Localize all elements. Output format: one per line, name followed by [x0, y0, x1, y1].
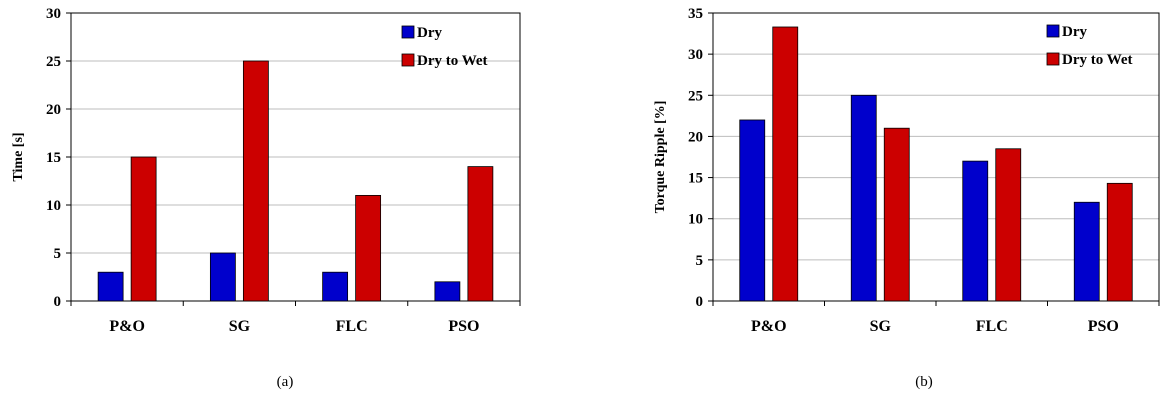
y-tick-label: 10 [46, 198, 61, 214]
y-axis-label: Time [s] [11, 132, 26, 181]
bar-dry-sg [850, 94, 877, 302]
bar-dry-to-wet-pso [1106, 182, 1133, 302]
x-tick-label-p-o: P&O [751, 318, 787, 335]
x-tick-label-sg: SG [229, 318, 251, 335]
x-tick-label-flc: FLC [336, 318, 368, 335]
y-tick-label: 5 [696, 253, 704, 269]
bar-dry-to-wet-p-o [130, 156, 157, 302]
chart-a: 0 5 10 15 20 25 30 P&O SG FLC PSO Dry Dry to Wet Time… [11, 6, 521, 390]
y-tick-label: 25 [46, 54, 61, 70]
chart-b: 0 5 10 15 20 25 30 35 P&O SG FLC PSO Dry Dry to Wet To… [653, 6, 1160, 390]
y-tick-label: 10 [688, 212, 703, 228]
bar-dry-to-wet-p-o [772, 26, 799, 302]
bar-dry-pso [434, 281, 461, 302]
y-tick-label: 0 [54, 294, 62, 310]
bar-dry-sg [209, 252, 236, 302]
y-axis-label: Torque Ripple [%] [653, 101, 668, 214]
y-tick-label: 30 [46, 6, 61, 22]
y-tick-label: 0 [696, 294, 704, 310]
bar-dry-to-wet-flc [355, 194, 382, 302]
x-tick-label-pso: PSO [448, 318, 479, 335]
x-tick-label-p-o: P&O [109, 318, 145, 335]
y-tick-label: 5 [54, 246, 62, 262]
bar-dry-to-wet-flc [995, 148, 1022, 302]
legend-label-dry: Dry [417, 25, 442, 41]
chart-caption: (a) [277, 374, 294, 390]
bar-dry-p-o [739, 119, 766, 302]
bar-dry-flc [322, 271, 349, 302]
x-tick-label-flc: FLC [976, 318, 1008, 335]
x-tick-label-sg: SG [870, 318, 892, 335]
y-tick-label: 15 [46, 150, 61, 166]
legend-label-dry-to-wet: Dry to Wet [1062, 52, 1133, 68]
y-tick-label: 25 [688, 88, 703, 104]
bar-dry-pso [1073, 201, 1100, 302]
legend-label-dry: Dry [1062, 24, 1087, 40]
legend-swatch-dry-to-wet [401, 53, 415, 67]
y-tick-label: 15 [688, 171, 703, 187]
legend-swatch-dry [1046, 24, 1060, 38]
chart-caption: (b) [915, 374, 933, 390]
y-tick-label: 35 [688, 6, 703, 22]
bar-dry-to-wet-pso [467, 166, 494, 302]
x-tick-label-pso: PSO [1088, 318, 1119, 335]
bar-dry-to-wet-sg [883, 127, 910, 302]
legend-swatch-dry [401, 25, 415, 39]
bar-dry-to-wet-sg [242, 60, 269, 302]
legend-swatch-dry-to-wet [1046, 52, 1060, 66]
legend-label-dry-to-wet: Dry to Wet [417, 53, 488, 69]
y-tick-label: 20 [46, 102, 61, 118]
bar-dry-flc [962, 160, 989, 302]
y-tick-label: 20 [688, 129, 703, 145]
y-tick-label: 30 [688, 47, 703, 63]
bar-dry-p-o [97, 271, 124, 302]
